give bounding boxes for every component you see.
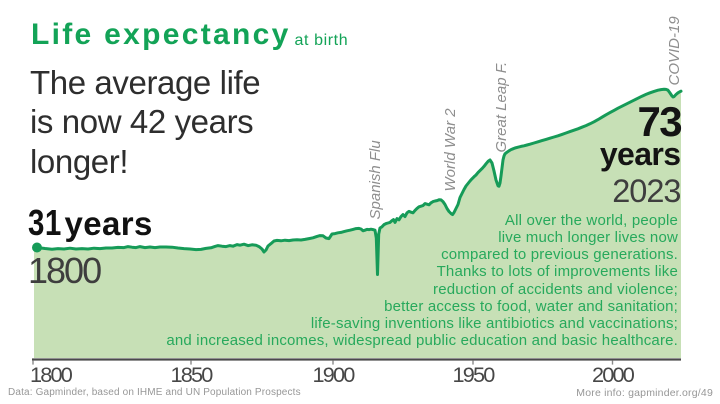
svg-text:World War 2: World War 2 <box>442 108 459 192</box>
svg-text:Great Leap F.: Great Leap F. <box>493 62 510 153</box>
svg-text:Spanish Flu: Spanish Flu <box>367 140 384 220</box>
svg-text:COVID-19: COVID-19 <box>666 16 683 86</box>
